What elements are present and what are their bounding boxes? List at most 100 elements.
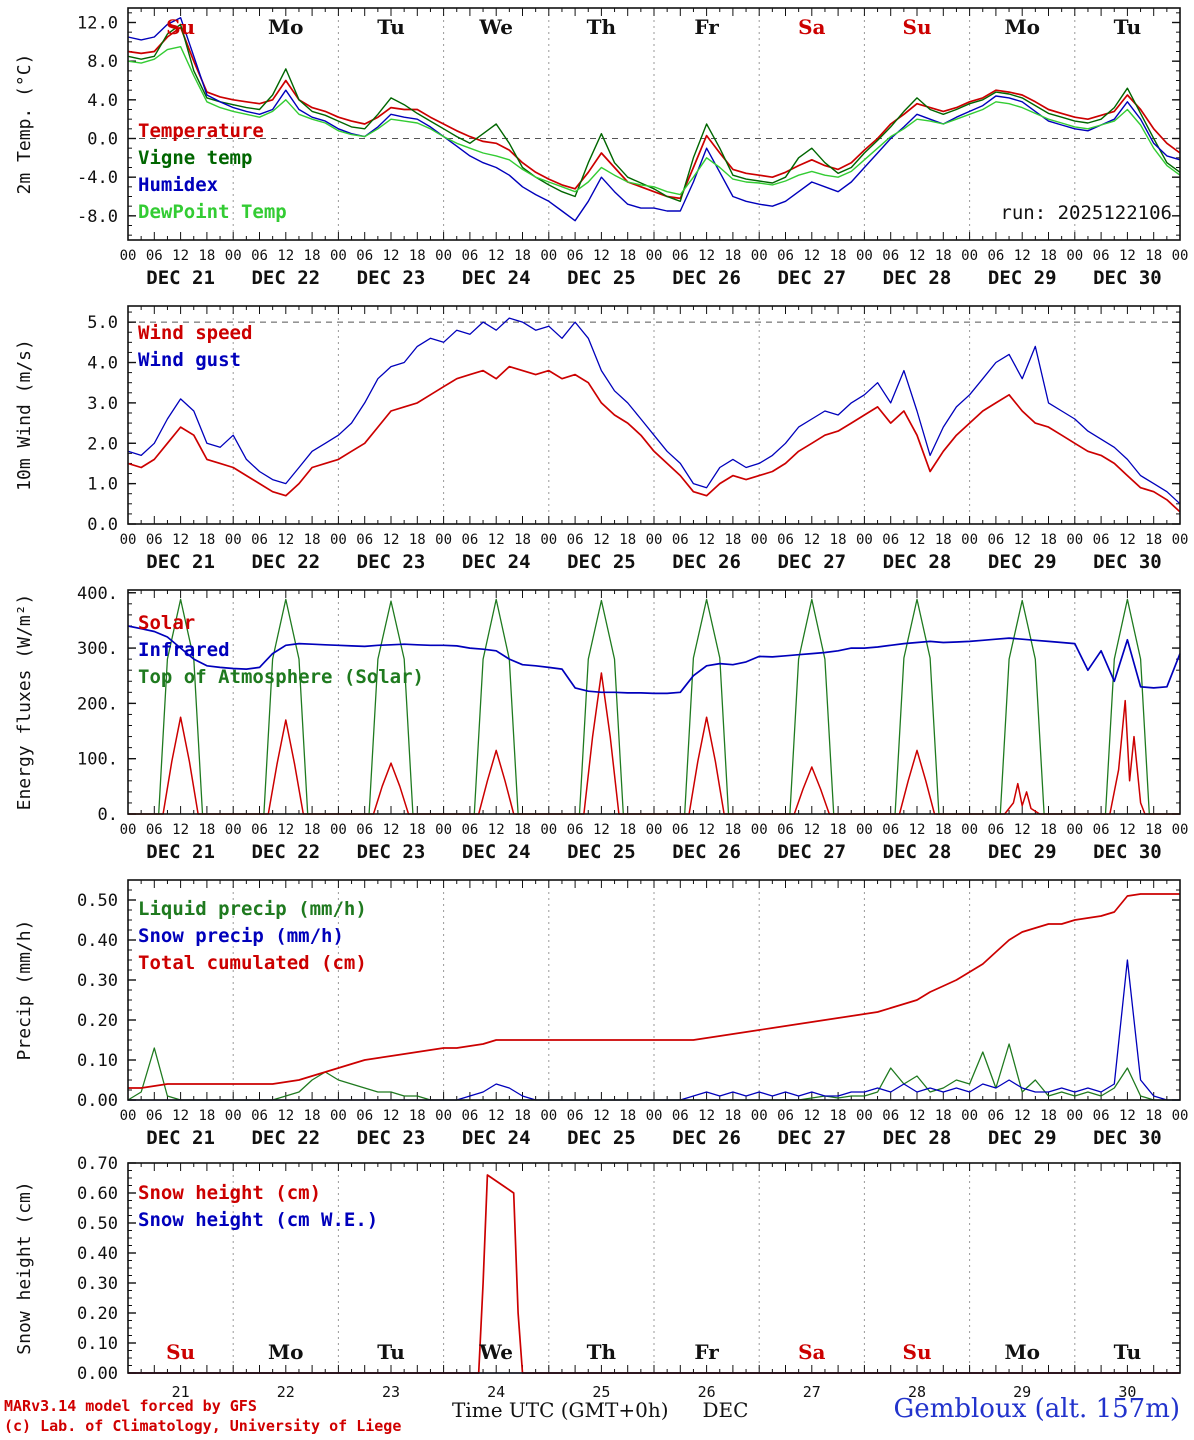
legend-solar: Solar (138, 612, 196, 634)
svg-text:12: 12 (172, 1108, 189, 1124)
svg-text:DEC 29: DEC 29 (988, 267, 1057, 289)
svg-text:06: 06 (461, 822, 478, 838)
svg-text:-4.0: -4.0 (77, 168, 118, 188)
svg-text:12: 12 (383, 822, 400, 838)
svg-text:06: 06 (567, 532, 584, 548)
svg-text:18: 18 (1040, 532, 1057, 548)
svg-text:Precip (mm/h): Precip (mm/h) (14, 920, 35, 1061)
svg-text:DEC 29: DEC 29 (988, 841, 1057, 863)
svg-text:DEC 22: DEC 22 (251, 267, 320, 289)
svg-text:12: 12 (172, 822, 189, 838)
svg-text:23: 23 (382, 1383, 400, 1401)
svg-text:06: 06 (146, 822, 163, 838)
svg-text:2m Temp. (°C): 2m Temp. (°C) (14, 54, 35, 195)
svg-text:DEC 21: DEC 21 (146, 551, 215, 573)
svg-text:18: 18 (1145, 248, 1162, 264)
svg-text:18: 18 (514, 532, 531, 548)
svg-text:00: 00 (646, 248, 663, 264)
svg-text:DEC 30: DEC 30 (1093, 1127, 1162, 1149)
svg-text:06: 06 (251, 822, 268, 838)
svg-text:Tu: Tu (377, 1340, 405, 1364)
svg-text:06: 06 (567, 1108, 584, 1124)
svg-text:DEC 24: DEC 24 (462, 267, 531, 289)
legend-total-cumulated: Total cumulated (cm) (138, 952, 367, 974)
svg-text:24: 24 (487, 1383, 505, 1401)
legend-liquid-precip: Liquid precip (mm/h) (138, 898, 367, 920)
svg-text:00: 00 (856, 532, 873, 548)
svg-text:06: 06 (882, 248, 899, 264)
svg-text:00: 00 (435, 532, 452, 548)
svg-text:12: 12 (172, 248, 189, 264)
svg-text:00: 00 (225, 822, 242, 838)
svg-text:00: 00 (435, 822, 452, 838)
svg-text:12: 12 (277, 822, 294, 838)
svg-text:DEC 25: DEC 25 (567, 267, 636, 289)
svg-text:DEC 21: DEC 21 (146, 267, 215, 289)
svg-text:00: 00 (540, 822, 557, 838)
svg-text:00: 00 (225, 1108, 242, 1124)
svg-text:12: 12 (909, 532, 926, 548)
svg-text:Su: Su (903, 15, 932, 39)
svg-text:06: 06 (882, 1108, 899, 1124)
svg-text:Su: Su (166, 15, 195, 39)
svg-text:0.50: 0.50 (77, 1214, 118, 1234)
svg-text:18: 18 (830, 532, 847, 548)
svg-text:18: 18 (198, 248, 215, 264)
energy-legend: Solar Infrared Top of Atmosphere (Solar) (138, 610, 424, 691)
svg-text:0.20: 0.20 (77, 1011, 118, 1031)
snow-legend: Snow height (cm) Snow height (cm W.E.) (138, 1180, 378, 1234)
svg-text:18: 18 (830, 1108, 847, 1124)
svg-text:06: 06 (251, 248, 268, 264)
svg-text:06: 06 (777, 1108, 794, 1124)
svg-text:18: 18 (1040, 248, 1057, 264)
svg-text:06: 06 (672, 532, 689, 548)
svg-text:18: 18 (1040, 1108, 1057, 1124)
legend-vigne-temp: Vigne temp (138, 147, 253, 169)
svg-text:DEC 25: DEC 25 (567, 551, 636, 573)
svg-text:DEC 26: DEC 26 (672, 841, 741, 863)
legend-infrared: Infrared (138, 639, 230, 661)
svg-text:06: 06 (356, 822, 373, 838)
svg-text:29: 29 (1013, 1383, 1031, 1401)
svg-text:06: 06 (672, 1108, 689, 1124)
svg-text:18: 18 (830, 248, 847, 264)
svg-text:DEC 23: DEC 23 (357, 1127, 426, 1149)
svg-text:Mo: Mo (268, 15, 303, 39)
svg-text:DEC 30: DEC 30 (1093, 267, 1162, 289)
svg-text:DEC 25: DEC 25 (567, 1127, 636, 1149)
svg-text:06: 06 (251, 1108, 268, 1124)
legend-snow-height: Snow height (cm) (138, 1182, 322, 1204)
svg-text:18: 18 (724, 248, 741, 264)
svg-text:18: 18 (619, 1108, 636, 1124)
svg-text:0.0: 0.0 (87, 515, 118, 535)
svg-text:Snow height (cm): Snow height (cm) (14, 1181, 35, 1354)
svg-text:DEC 27: DEC 27 (777, 1127, 846, 1149)
svg-text:Mo: Mo (1004, 15, 1039, 39)
svg-text:06: 06 (567, 248, 584, 264)
svg-text:12: 12 (1014, 1108, 1031, 1124)
svg-text:00: 00 (856, 248, 873, 264)
model-credit: MARv3.14 model forced by GFS (c) Lab. of… (4, 1396, 401, 1436)
svg-text:1.0: 1.0 (87, 475, 118, 495)
svg-text:06: 06 (146, 532, 163, 548)
svg-text:00: 00 (1066, 822, 1083, 838)
time-axis-title: Time UTC (GMT+0h) DEC (452, 1398, 748, 1422)
legend-top-of-atmosphere: Top of Atmosphere (Solar) (138, 666, 424, 688)
svg-text:4.0: 4.0 (87, 354, 118, 374)
svg-text:06: 06 (1093, 248, 1110, 264)
svg-text:00: 00 (961, 1108, 978, 1124)
svg-text:DEC 26: DEC 26 (672, 267, 741, 289)
svg-text:DEC 22: DEC 22 (251, 841, 320, 863)
svg-text:12: 12 (698, 822, 715, 838)
svg-text:DEC 24: DEC 24 (462, 551, 531, 573)
svg-text:18: 18 (1145, 822, 1162, 838)
svg-text:Mo: Mo (1004, 1340, 1039, 1364)
svg-text:22: 22 (277, 1383, 295, 1401)
svg-text:06: 06 (882, 532, 899, 548)
svg-text:DEC 28: DEC 28 (883, 841, 952, 863)
svg-text:DEC 25: DEC 25 (567, 841, 636, 863)
svg-text:DEC 28: DEC 28 (883, 1127, 952, 1149)
svg-text:28: 28 (908, 1383, 926, 1401)
